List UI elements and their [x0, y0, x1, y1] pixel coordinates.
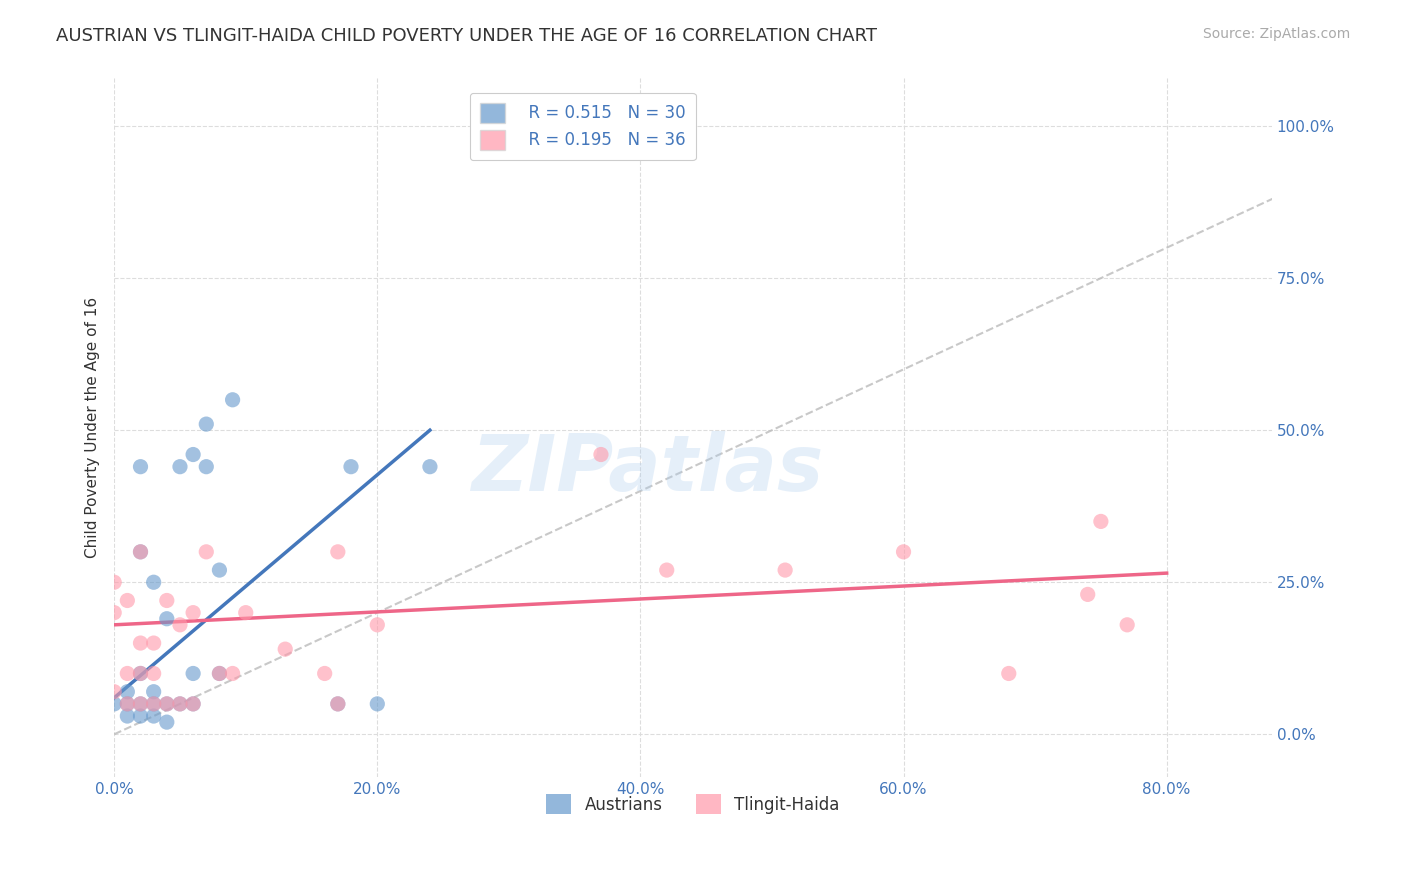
Point [208, 666, 231, 681]
Point [142, 684, 165, 698]
Point [893, 545, 915, 559]
Point [142, 697, 165, 711]
Point [221, 666, 243, 681]
Point [195, 545, 218, 559]
Point [326, 697, 349, 711]
Point [117, 666, 139, 681]
Point [103, 575, 125, 590]
Point [997, 666, 1019, 681]
Point [1116, 617, 1139, 632]
Point [117, 709, 139, 723]
Point [419, 459, 441, 474]
Point [117, 593, 139, 607]
Point [235, 606, 257, 620]
Point [181, 697, 204, 711]
Point [156, 612, 179, 626]
Point [129, 697, 152, 711]
Point [142, 697, 165, 711]
Point [181, 606, 204, 620]
Point [156, 593, 179, 607]
Point [156, 697, 179, 711]
Point [117, 697, 139, 711]
Point [773, 563, 796, 577]
Point [129, 545, 152, 559]
Point [1090, 515, 1112, 529]
Point [129, 666, 152, 681]
Point [655, 563, 678, 577]
Point [129, 545, 152, 559]
Point [156, 715, 179, 730]
Point [314, 666, 336, 681]
Point [129, 697, 152, 711]
Point [221, 392, 243, 407]
Point [117, 697, 139, 711]
Point [129, 666, 152, 681]
Point [129, 709, 152, 723]
Point [103, 697, 125, 711]
Point [181, 666, 204, 681]
Point [142, 636, 165, 650]
Point [208, 563, 231, 577]
Point [169, 697, 191, 711]
Point [195, 459, 218, 474]
Point [366, 617, 388, 632]
Point [195, 417, 218, 431]
Point [142, 709, 165, 723]
Point [326, 697, 349, 711]
Point [129, 636, 152, 650]
Point [169, 697, 191, 711]
Point [208, 666, 231, 681]
Point [117, 684, 139, 698]
Legend: Austrians, Tlingit-Haida: Austrians, Tlingit-Haida [536, 784, 849, 824]
Point [169, 617, 191, 632]
Point [366, 697, 388, 711]
Point [142, 666, 165, 681]
Point [274, 642, 297, 657]
Point [156, 697, 179, 711]
Point [103, 606, 125, 620]
Point [169, 459, 191, 474]
Y-axis label: Child Poverty Under the Age of 16: Child Poverty Under the Age of 16 [86, 297, 100, 558]
Text: ZIPatlas: ZIPatlas [471, 431, 823, 508]
Point [181, 697, 204, 711]
Text: Source: ZipAtlas.com: Source: ZipAtlas.com [1202, 27, 1350, 41]
Point [181, 448, 204, 462]
Point [589, 448, 612, 462]
Point [103, 684, 125, 698]
Point [142, 575, 165, 590]
Text: AUSTRIAN VS TLINGIT-HAIDA CHILD POVERTY UNDER THE AGE OF 16 CORRELATION CHART: AUSTRIAN VS TLINGIT-HAIDA CHILD POVERTY … [56, 27, 877, 45]
Point [340, 459, 363, 474]
Point [129, 459, 152, 474]
Point [326, 545, 349, 559]
Point [1077, 587, 1099, 601]
